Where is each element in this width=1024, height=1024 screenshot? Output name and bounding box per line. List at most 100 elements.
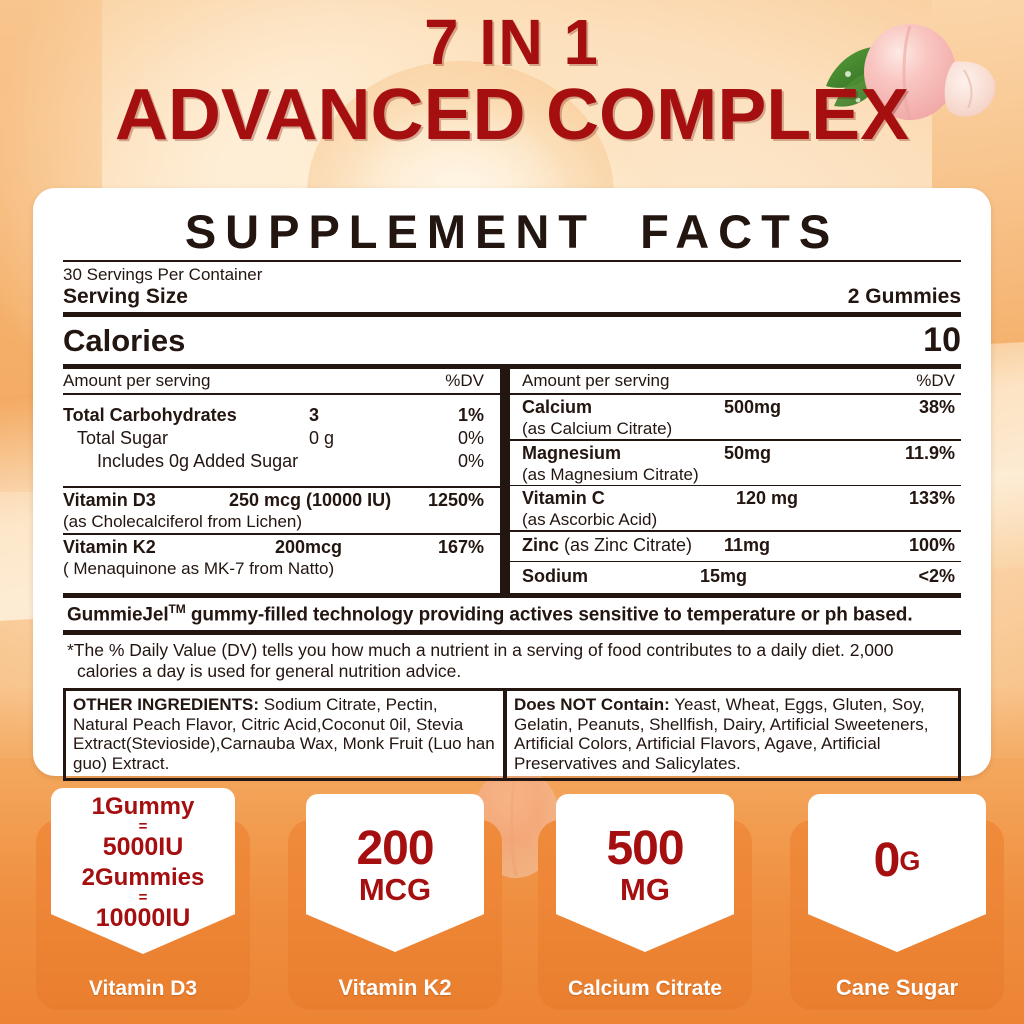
does-not-contain-label: Does NOT Contain:: [514, 695, 670, 715]
calories-value: 10: [923, 321, 961, 359]
highlight-badges: 1Gummy = 5000IU 2Gummies = 10000IU Vitam…: [0, 780, 1024, 1016]
dv-label: %DV: [916, 371, 955, 390]
calories-row: Calories 10: [63, 317, 961, 364]
badge-label: Cane Sugar: [835, 975, 959, 1000]
divider: [510, 439, 961, 441]
table-row: Sodium 15mg <2%: [510, 562, 961, 593]
column-header-left: Amount per serving %DV: [63, 369, 500, 393]
badge-vitamin-d3: 1Gummy = 5000IU 2Gummies = 10000IU Vitam…: [36, 788, 250, 1010]
trademark-symbol: TM: [168, 602, 186, 616]
nutrient-column-left: Amount per serving %DV Total Carbohydrat…: [63, 369, 500, 593]
badge-banner: 1Gummy = 5000IU 2Gummies = 10000IU: [51, 788, 235, 954]
badge-equals-2: =: [138, 889, 148, 906]
daily-value-footnote: *The % Daily Value (DV) tells you how mu…: [63, 635, 961, 688]
nutrient-name: Total Carbohydrates: [63, 405, 237, 425]
nutrient-columns: Amount per serving %DV Total Carbohydrat…: [63, 369, 961, 593]
table-row: Vitamin K2 200mcg 167%: [63, 535, 500, 559]
disclosure-boxes: OTHER INGREDIENTS: Sodium Citrate, Pecti…: [63, 688, 961, 782]
divider: [510, 484, 961, 486]
nutrient-dv: 133%: [908, 488, 955, 508]
nutrient-source: ( Menaquinone as MK-7 from Natto): [63, 559, 335, 578]
badge-equals-1: =: [138, 818, 148, 835]
divider: [510, 530, 961, 532]
divider: [510, 393, 961, 395]
nutrient-amount: 15mg: [700, 566, 748, 586]
badge-cane-sugar: 0G Cane Sugar: [790, 794, 1004, 1010]
nutrient-name: Magnesium: [522, 442, 622, 463]
nutrient-name: Vitamin C: [522, 488, 605, 508]
amount-per-serving-label: Amount per serving: [63, 371, 211, 390]
badge-line-4: 10000IU: [95, 904, 191, 932]
divider: [63, 533, 500, 535]
nutrient-source: (as Ascorbic Acid): [522, 510, 658, 529]
badge-line-3: 2Gummies: [81, 864, 205, 891]
nutrient-source: (as Magnesium Citrate): [522, 464, 699, 484]
divider: [63, 630, 961, 636]
other-ingredients-value: Sodium Citrate, Pectin, Natural Peach Fl…: [73, 695, 495, 773]
badge-label: Vitamin K2: [338, 975, 452, 1000]
nutrient-dv: 100%: [908, 534, 955, 555]
nutrient-name: Total Sugar: [77, 428, 169, 448]
nutrient-dv: 38%: [918, 397, 955, 417]
nutrient-dv: <2%: [918, 566, 955, 586]
nutrient-name: Calcium: [522, 397, 593, 417]
technology-statement: GummieJelTM gummy-filled technology prov…: [63, 598, 961, 630]
nutrient-source-inline: (as Zinc Citrate): [559, 534, 693, 555]
technology-description: gummy-filled technology providing active…: [185, 604, 913, 626]
nutrient-dv: 1%: [457, 405, 484, 425]
footnote-line-1: *The % Daily Value (DV) tells you how mu…: [67, 640, 894, 661]
nutrient-name: Includes 0g Added Sugar: [97, 451, 299, 471]
serving-size-value: 2 Gummies: [847, 285, 961, 308]
badge-banner: 200 MCG: [306, 794, 484, 952]
badge-unit: MG: [620, 872, 670, 907]
badge-vitamin-k2: 200 MCG Vitamin K2: [288, 794, 502, 1010]
serving-size-label: Serving Size: [63, 285, 188, 308]
supplement-facts-title: SUPPLEMENT FACTS: [184, 205, 840, 258]
nutrient-dv: 11.9%: [904, 442, 955, 463]
nutrient-amount: 0 g: [309, 428, 335, 448]
nutrient-amount: 120 mg: [736, 488, 799, 508]
badge-banner: 0G: [808, 794, 986, 952]
badge-value: 0: [873, 834, 901, 887]
header: 7 IN 1 ADVANCED COMPLEX: [0, 8, 1024, 184]
peach-fruit-icon: [814, 14, 1014, 134]
column-divider: [500, 369, 510, 593]
table-row: Total Sugar 0 g 0%: [63, 428, 500, 451]
table-row: Magnesium 50mg 11.9%: [510, 441, 961, 465]
page-title-line2: ADVANCED COMPLEX: [114, 75, 910, 155]
nutrient-amount: 250 mcg (10000 IU): [229, 490, 392, 510]
calories-label: Calories: [63, 323, 186, 358]
nutrient-dv: 167%: [437, 537, 484, 557]
does-not-contain-value: Yeast, Wheat, Eggs, Gluten, Soy, Gelatin…: [514, 695, 929, 773]
nutrient-name: Zinc (as Zinc Citrate): [522, 534, 693, 555]
nutrient-amount: 50mg: [724, 442, 772, 463]
divider: [63, 393, 500, 395]
dv-label: %DV: [445, 371, 484, 390]
divider: [63, 260, 961, 262]
nutrient-name: Vitamin K2: [63, 537, 156, 557]
nutrient-dv: 1250%: [427, 490, 484, 510]
column-header-right: Amount per serving %DV: [510, 369, 961, 393]
table-row: Zinc (as Zinc Citrate) 11mg 100%: [510, 532, 961, 561]
badge-value: 200: [356, 822, 434, 875]
badge-line-1: 1Gummy: [91, 793, 195, 820]
table-row: Total Carbohydrates 3 1%: [63, 405, 500, 428]
nutrient-amount: 200mcg: [275, 537, 343, 557]
divider: [63, 364, 961, 369]
nutrient-name: Vitamin D3: [63, 490, 156, 510]
footnote-line-2: calories a day is used for general nutri…: [77, 661, 462, 682]
nutrient-name: Sodium: [522, 566, 588, 586]
table-row: Vitamin D3 250 mcg (10000 IU) 1250%: [63, 488, 500, 512]
table-row: Vitamin C 120 mg 133%: [510, 486, 961, 510]
nutrient-dv: 0%: [457, 451, 484, 471]
does-not-contain-box: Does NOT Contain: Yeast, Wheat, Eggs, Gl…: [507, 688, 961, 782]
nutrient-dv: 0%: [457, 428, 484, 448]
table-row: Includes 0g Added Sugar 0%: [63, 451, 500, 474]
divider: [63, 593, 961, 598]
nutrient-source: (as Cholecalciferol from Lichen): [63, 512, 303, 531]
nutrient-source: (as Calcium Citrate): [522, 419, 673, 438]
divider: [63, 486, 500, 488]
badge-unit: MCG: [358, 872, 432, 907]
nutrient-amount: 500mg: [724, 397, 782, 417]
technology-brand: GummieJel: [67, 604, 169, 626]
